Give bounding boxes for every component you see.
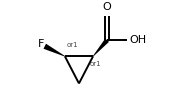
Polygon shape [44, 44, 65, 57]
Text: F: F [38, 39, 44, 49]
Polygon shape [93, 38, 109, 57]
Text: O: O [103, 2, 112, 12]
Text: or1: or1 [90, 61, 102, 67]
Text: or1: or1 [67, 42, 79, 48]
Text: OH: OH [129, 35, 146, 45]
